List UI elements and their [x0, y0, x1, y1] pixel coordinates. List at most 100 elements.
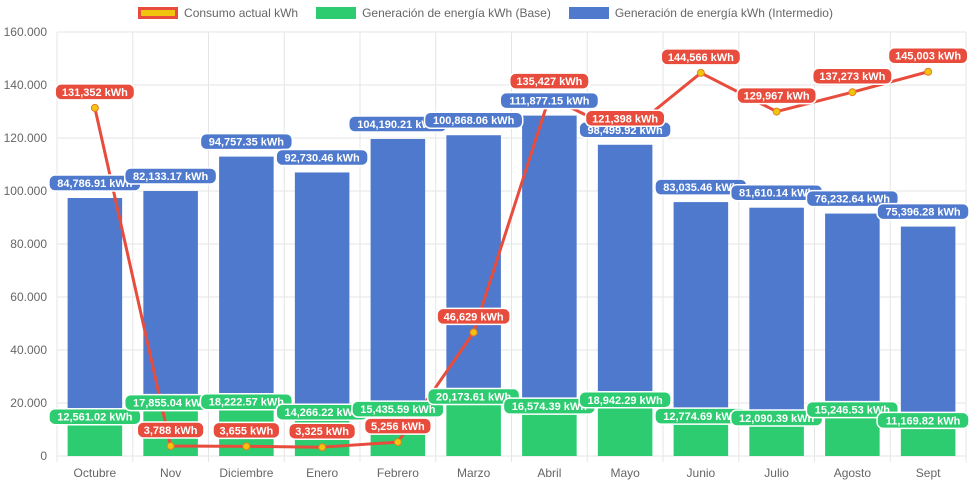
- data-label-base: 11,169.82 kWh: [876, 411, 970, 430]
- data-label-intermedio-box: [499, 91, 600, 110]
- data-label-base: 20,173.61 kWh: [426, 387, 521, 406]
- legend-item-base[interactable]: Generación de energía kWh (Base): [316, 6, 551, 20]
- data-label-consumo-text: 3,325 kWh: [295, 426, 349, 438]
- data-label-consumo: 5,256 kWh: [363, 417, 432, 435]
- x-tick-label: Agosto: [834, 466, 872, 480]
- data-label-intermedio-text: 111,877.15 kWh: [509, 96, 589, 108]
- data-label-consumo-box: [363, 417, 432, 435]
- data-label-consumo-box: [288, 422, 357, 440]
- data-label-consumo-text: 3,788 kWh: [144, 425, 198, 437]
- data-label-base: 15,435.59 kWh: [351, 400, 445, 418]
- y-tick-label: 120.000: [4, 131, 48, 145]
- data-label-intermedio: 92,730.46 kWh: [275, 148, 369, 167]
- data-label-base: 12,561.02 kWh: [48, 407, 142, 426]
- x-tick-label: Junio: [687, 466, 716, 480]
- data-label-base-box: [426, 387, 521, 406]
- bar-base: [522, 412, 577, 456]
- y-tick-label: 40.000: [10, 343, 47, 357]
- data-label-intermedio-text: 83,035.46 kWh: [663, 182, 738, 194]
- data-label-intermedio: 94,757.35 kWh: [199, 132, 294, 151]
- bar-intermedio: [749, 207, 804, 424]
- bar-intermedio: [522, 115, 577, 413]
- data-label-intermedio: 111,877.15 kWh: [499, 91, 600, 110]
- bar-intermedio: [825, 213, 880, 416]
- legend-swatch-base: [316, 7, 357, 19]
- data-label-consumo: 121,398 kWh: [584, 109, 666, 128]
- bar-intermedio: [294, 172, 350, 419]
- line-consumo: [93, 70, 929, 449]
- data-label-base: 16,574.39 kWh: [502, 397, 597, 415]
- point-consumo: [393, 438, 402, 447]
- data-label-base: 18,942.29 kWh: [578, 391, 672, 409]
- data-label-intermedio-box: [123, 167, 218, 185]
- data-label-consumo-text: 145,003 kWh: [895, 51, 961, 63]
- data-label-consumo-text: 129,967 kWh: [744, 91, 810, 103]
- x-tick-label: Julio: [764, 466, 789, 480]
- data-label-consumo-box: [811, 67, 893, 85]
- data-label-consumo-box: [660, 48, 742, 66]
- data-label-consumo: 46,629 kWh: [436, 307, 511, 326]
- y-tick-label: 60.000: [10, 290, 47, 304]
- legend-item-intermedio[interactable]: Generación de energía kWh (Intermedio): [568, 6, 833, 20]
- data-label-intermedio-text: 84,786.91 kWh: [57, 178, 132, 190]
- bar-intermedio: [673, 202, 729, 423]
- x-tick-label: Enero: [306, 466, 338, 480]
- x-tick-label: Marzo: [457, 466, 491, 480]
- x-tick-label: Mayo: [610, 466, 640, 480]
- legend-label-intermedio: Generación de energía kWh (Intermedio): [614, 6, 833, 20]
- bar-intermedio: [67, 198, 123, 423]
- data-label-consumo-text: 5,256 kWh: [371, 421, 425, 433]
- point-consumo: [848, 88, 857, 97]
- y-tick-label: 0: [40, 449, 47, 463]
- data-label-intermedio-text: 76,232.64 kWh: [815, 194, 890, 206]
- point-consumo: [469, 328, 478, 337]
- data-label-base-text: 16,574.39 kWh: [512, 401, 587, 413]
- data-label-intermedio-text: 94,757.35 kWh: [209, 137, 284, 149]
- data-label-base-text: 12,561.02 kWh: [57, 412, 132, 424]
- y-tick-label: 140.000: [4, 78, 48, 92]
- bar-intermedio: [143, 191, 198, 409]
- x-tick-label: Abril: [537, 466, 561, 480]
- data-label-intermedio-box: [275, 148, 369, 167]
- data-label-consumo-box: [136, 421, 205, 439]
- point-consumo: [90, 103, 99, 112]
- point-consumo: [166, 441, 175, 450]
- data-label-consumo: 3,655 kWh: [212, 421, 281, 440]
- data-label-consumo-box: [212, 421, 281, 440]
- data-label-intermedio-text: 75,396.28 kWh: [885, 207, 960, 219]
- data-label-consumo-box: [887, 46, 969, 65]
- bar-intermedio: [219, 156, 274, 408]
- data-label-base-text: 15,246.53 kWh: [815, 405, 890, 417]
- data-label-consumo: 145,003 kWh: [887, 46, 969, 65]
- data-label-base-text: 11,169.82 kWh: [886, 415, 961, 427]
- point-consumo: [242, 442, 251, 451]
- legend-swatch-consumo: [138, 7, 179, 19]
- x-tick-label: Octubre: [74, 466, 117, 480]
- y-tick-label: 160.000: [4, 25, 48, 39]
- data-label-base-text: 17,855.04 kWh: [133, 398, 208, 410]
- data-label-intermedio-box: [199, 132, 294, 151]
- data-label-consumo: 137,273 kWh: [811, 67, 893, 85]
- bar-base: [825, 415, 880, 456]
- x-tick-label: Febrero: [377, 466, 419, 480]
- data-label-base: 15,246.53 kWh: [805, 400, 900, 419]
- data-label-base: 18,222.57 kWh: [199, 392, 294, 411]
- legend: Consumo actual kWh Generación de energía…: [0, 6, 971, 20]
- data-label-consumo: 131,352 kWh: [54, 83, 136, 101]
- data-label-consumo-box: [54, 83, 136, 101]
- data-label-intermedio-text: 100,868.06 kWh: [433, 115, 515, 127]
- legend-swatch-intermedio: [568, 7, 609, 19]
- data-label-intermedio-text: 92,730.46 kWh: [285, 152, 360, 164]
- data-label-base-box: [876, 411, 970, 430]
- data-label-consumo: 3,788 kWh: [136, 421, 205, 439]
- data-label-intermedio: 82,133.17 kWh: [123, 167, 218, 185]
- bar-intermedio: [900, 226, 956, 427]
- point-consumo: [924, 67, 933, 76]
- data-label-consumo-text: 135,427 kWh: [516, 76, 582, 88]
- data-label-consumo-text: 121,398 kWh: [592, 113, 658, 125]
- data-label-base: 12,774.69 kWh: [654, 407, 748, 425]
- legend-item-consumo[interactable]: Consumo actual kWh: [138, 6, 298, 20]
- data-label-intermedio-text: 82,133.17 kWh: [133, 171, 208, 183]
